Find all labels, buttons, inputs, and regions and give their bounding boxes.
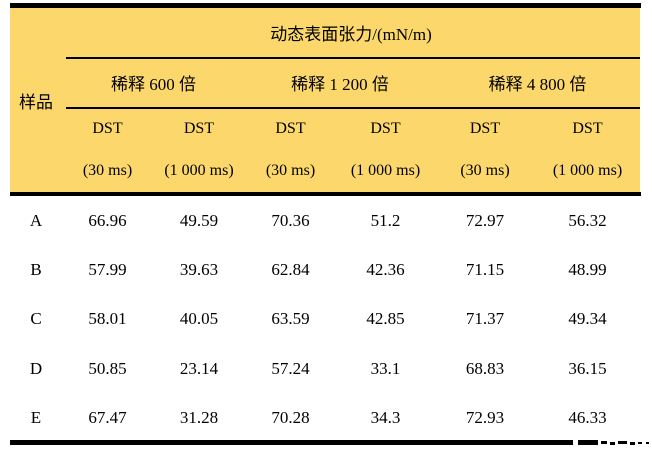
value-cell: 57.99: [88, 260, 127, 280]
scan-artifact: [638, 442, 642, 444]
subheader-time-30ms: (30 ms): [460, 162, 510, 179]
value-cell: 23.14: [179, 358, 219, 378]
value-cell: 72.97: [465, 210, 505, 230]
scan-artifact: [630, 442, 635, 445]
table-row-A: A 66.96 49.59 70.36 51.2 72.97 56.32: [10, 196, 640, 245]
header-bottom-rule: [10, 192, 641, 196]
value-cell: 33.1: [370, 358, 401, 378]
value-cell: 71.15: [465, 260, 505, 280]
subheader-dst: DST: [469, 120, 501, 137]
value-cell: 40.05: [179, 309, 219, 329]
sample-label: B: [30, 260, 42, 280]
value-cell: 36.15: [568, 358, 607, 378]
value-cell: 56.32: [568, 210, 607, 230]
scan-artifact: [646, 442, 649, 444]
sample-label: D: [29, 358, 43, 378]
subheader-dst: DST: [275, 120, 306, 137]
value-cell: 51.2: [370, 210, 401, 230]
group-header-dilution-1200: 稀释 1 200 倍: [291, 74, 389, 94]
value-cell: 66.96: [88, 210, 127, 230]
value-cell: 63.59: [271, 309, 310, 329]
corner-header-sample: 样品: [19, 93, 53, 112]
group-header-dilution-600: 稀释 600 倍: [111, 74, 196, 94]
scan-artifact: [601, 441, 607, 444]
subheader-dst: DST: [370, 120, 401, 137]
value-cell: 62.84: [271, 260, 310, 280]
value-cell: 67.47: [88, 408, 127, 428]
group-header-row: 稀释 600 倍 稀释 1 200 倍 稀释 4 800 倍: [10, 57, 640, 107]
value-cell: 68.83: [465, 358, 505, 378]
value-cell: 48.99: [568, 260, 607, 280]
table-header-background: [10, 7, 640, 193]
group-header-dilution-4800: 稀释 4 800 倍: [488, 74, 587, 94]
value-cell: 42.85: [366, 309, 405, 329]
value-cell: 34.3: [370, 408, 401, 428]
value-cell: 42.36: [366, 260, 405, 280]
table-bottom-rule: [10, 440, 573, 445]
scan-artifact: [610, 442, 615, 445]
value-cell: 58.01: [88, 309, 127, 329]
value-cell: 50.85: [88, 358, 127, 378]
sample-label: E: [30, 408, 42, 428]
table-row-B: B 57.99 39.63 62.84 42.36 71.15 48.99: [10, 245, 640, 294]
value-cell: 39.63: [179, 260, 219, 280]
table-row-C: C 58.01 40.05 63.59 42.85 71.37 49.34: [10, 295, 640, 344]
subheader-dst: DST: [92, 120, 123, 137]
scan-artifact: [618, 441, 627, 444]
value-cell: 49.34: [568, 309, 607, 329]
scan-artifact: [578, 440, 598, 445]
value-cell: 71.37: [465, 309, 505, 329]
subheader-name-row: DST DST DST DST DST DST: [10, 108, 640, 150]
sample-label: C: [30, 309, 42, 329]
subheader-time-row: (30 ms) (1 000 ms) (30 ms) (1 000 ms) (3…: [10, 150, 640, 192]
table-title-row: 动态表面张力/(mN/m): [10, 8, 640, 57]
value-cell: 70.36: [271, 210, 310, 230]
subheader-time-30ms: (30 ms): [265, 162, 316, 179]
subheader-time-1000ms: (1 000 ms): [350, 162, 421, 179]
table-top-rule: [10, 3, 641, 8]
table-row-E: E 67.47 31.28 70.28 34.3 72.93 46.33: [10, 394, 640, 443]
subheader-dst: DST: [572, 120, 603, 137]
table-title: 动态表面张力/(mN/m): [270, 25, 432, 44]
value-cell: 46.33: [568, 408, 607, 428]
value-cell: 49.59: [179, 210, 219, 230]
value-cell: 31.28: [179, 408, 219, 428]
value-cell: 72.93: [465, 408, 505, 428]
groups-underline-rule: [66, 107, 640, 109]
value-cell: 70.28: [271, 408, 310, 428]
subheader-time-1000ms: (1 000 ms): [164, 162, 234, 179]
value-cell: 57.24: [271, 358, 310, 378]
sample-label: A: [29, 210, 43, 230]
subheader-time-1000ms: (1 000 ms): [552, 162, 623, 179]
subheader-dst: DST: [183, 120, 215, 137]
table-body: A 66.96 49.59 70.36 51.2 72.97 56.32 B 5…: [10, 196, 640, 443]
subheader-time-30ms: (30 ms): [82, 162, 133, 179]
title-underline-rule: [66, 57, 640, 59]
table-row-D: D 50.85 23.14 57.24 33.1 68.83 36.15: [10, 344, 640, 393]
